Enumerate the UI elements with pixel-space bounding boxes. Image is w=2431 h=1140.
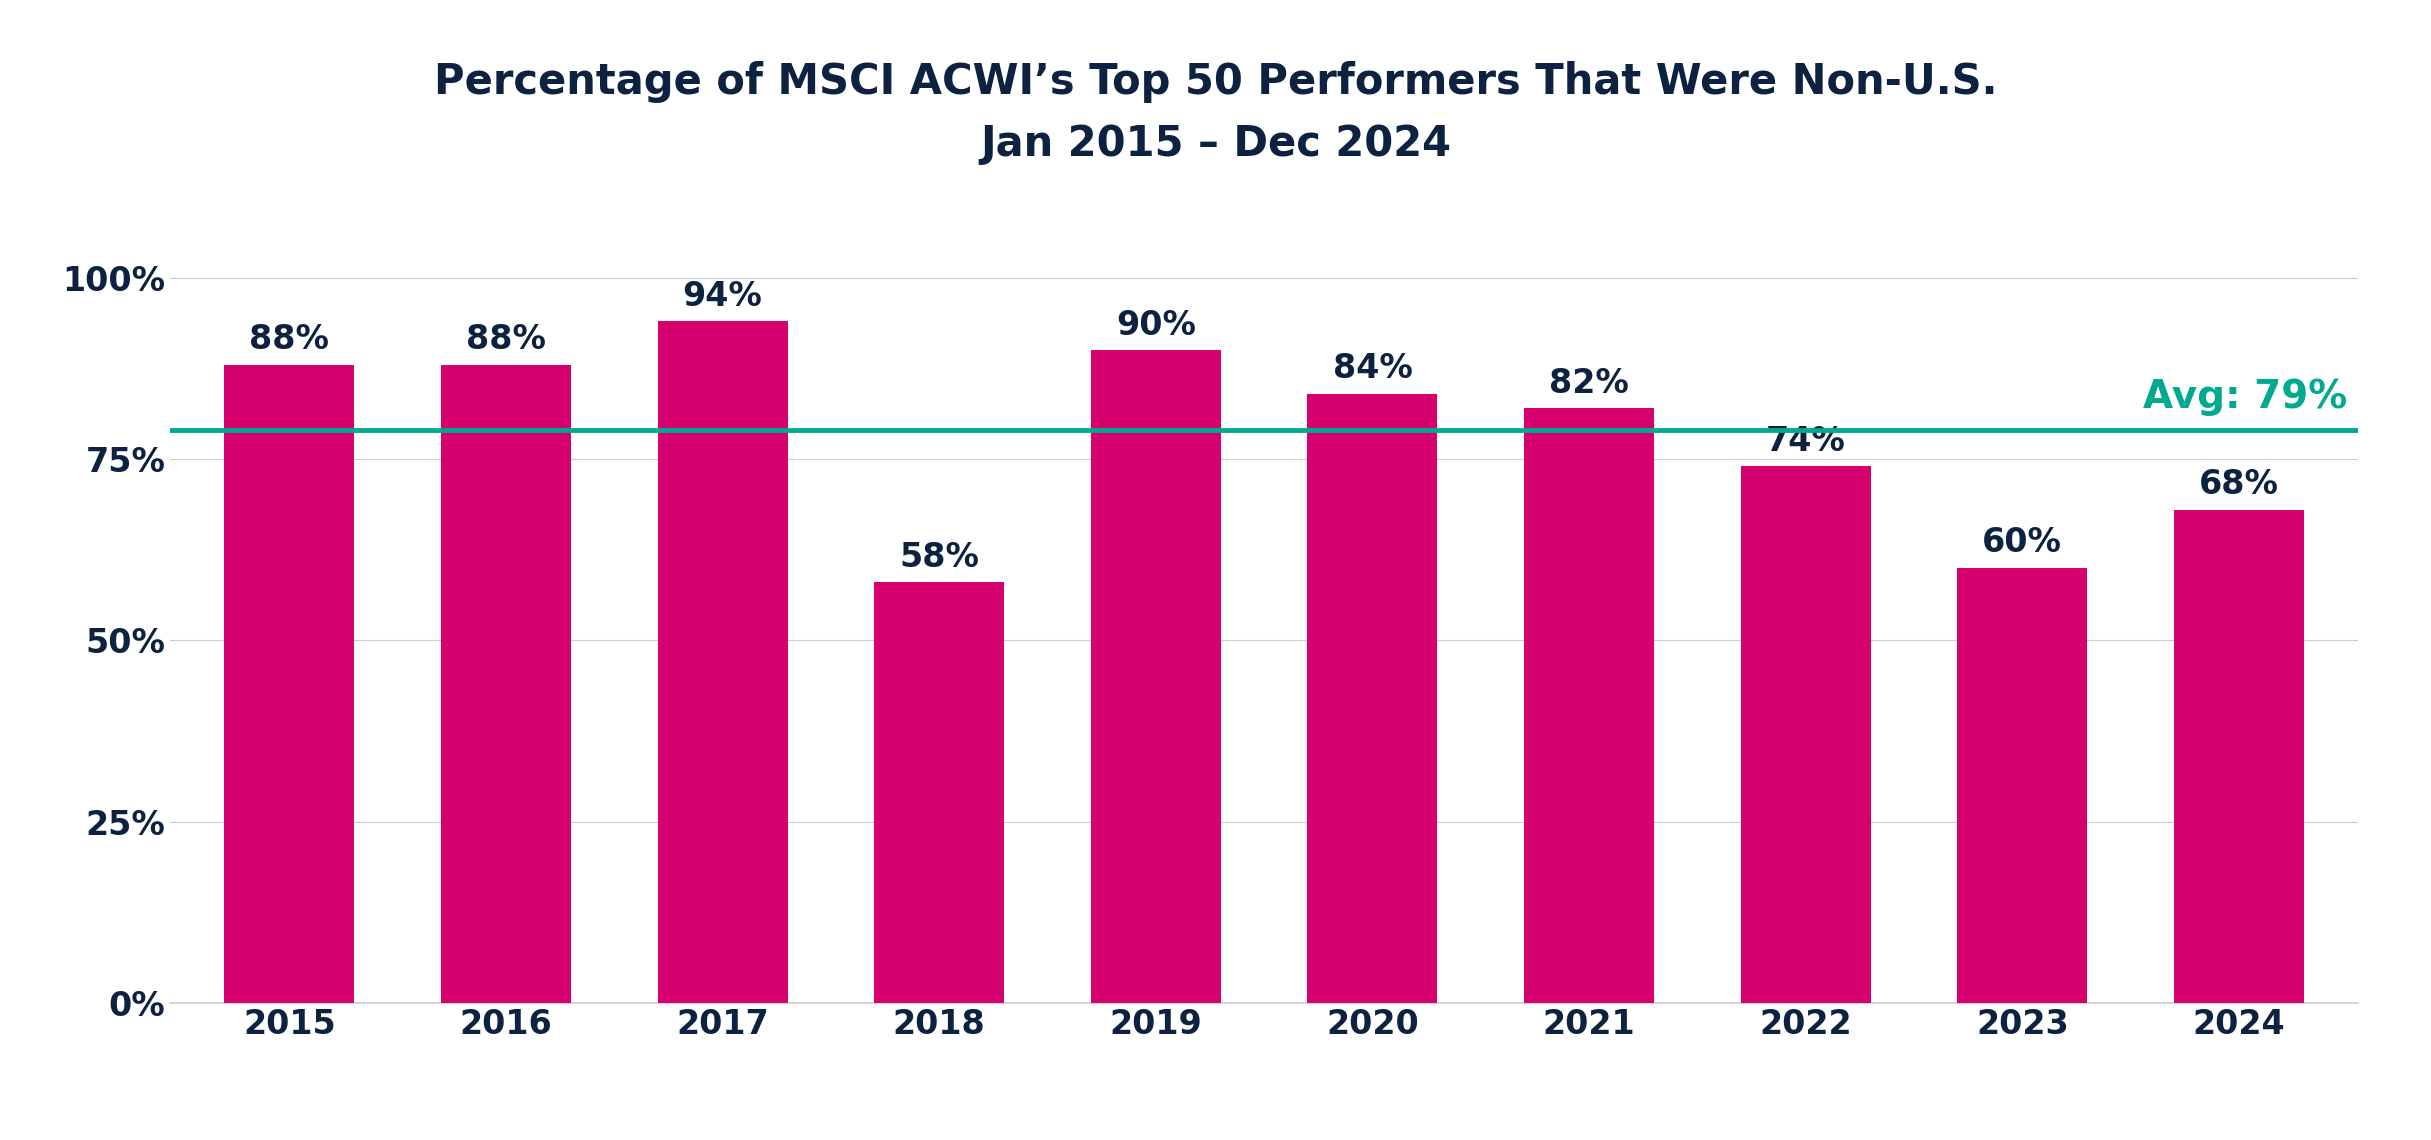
Text: 68%: 68% (2200, 469, 2278, 502)
Text: Avg: 79%: Avg: 79% (2144, 377, 2348, 416)
Text: 74%: 74% (1765, 425, 1845, 457)
Text: 82%: 82% (1549, 367, 1629, 400)
Bar (1092, 350, 1220, 1003)
Bar (656, 321, 788, 1003)
Text: 58%: 58% (899, 540, 980, 573)
Bar (1524, 408, 1653, 1003)
Text: 84%: 84% (1332, 352, 1412, 385)
Bar (1957, 568, 2088, 1003)
Text: Percentage of MSCI ACWI’s Top 50 Performers That Were Non-U.S.: Percentage of MSCI ACWI’s Top 50 Perform… (433, 60, 1998, 103)
Bar (1308, 393, 1437, 1003)
Text: 60%: 60% (1981, 527, 2061, 560)
Bar (224, 365, 355, 1003)
Text: 88%: 88% (467, 323, 547, 356)
Bar (440, 365, 571, 1003)
Bar (1741, 466, 1872, 1003)
Text: 88%: 88% (250, 323, 328, 356)
Bar (875, 583, 1004, 1003)
Text: 90%: 90% (1116, 309, 1196, 342)
Text: 94%: 94% (683, 279, 763, 312)
Bar (2173, 510, 2305, 1003)
Text: Jan 2015 – Dec 2024: Jan 2015 – Dec 2024 (980, 123, 1451, 165)
